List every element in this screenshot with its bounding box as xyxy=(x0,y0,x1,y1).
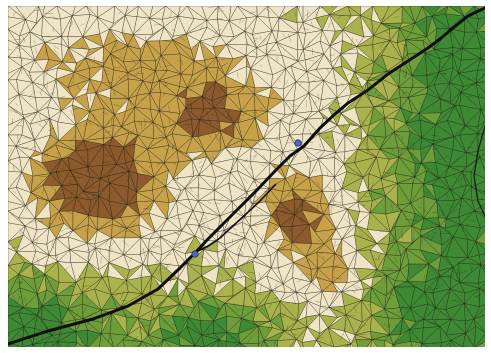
terrain-mesh xyxy=(8,6,485,347)
terrain-triangle xyxy=(477,149,485,158)
terrain-triangle xyxy=(289,339,297,347)
linear-feature-branch xyxy=(195,183,277,253)
terrain-triangle xyxy=(194,345,205,347)
terrain-triangle xyxy=(301,340,317,347)
terrain-triangle xyxy=(277,339,298,347)
terrain-triangle xyxy=(392,341,413,347)
terrain-triangle xyxy=(163,339,181,347)
terrain-triangle xyxy=(445,339,452,347)
terrain-triangle xyxy=(141,341,156,347)
terrain-triangle xyxy=(115,339,126,347)
terrain-triangle xyxy=(371,339,386,347)
terrain-triangle xyxy=(160,339,171,347)
terrain-triangle xyxy=(57,341,78,347)
terrain-triangle xyxy=(32,343,37,347)
terrain-triangle xyxy=(210,339,220,347)
terrain-canvas xyxy=(8,6,485,347)
terrain-triangle xyxy=(179,345,196,347)
terrain-triangle xyxy=(478,96,485,111)
terrain-triangle xyxy=(22,344,34,347)
terrain-triangle xyxy=(203,339,220,347)
terrain-triangle xyxy=(370,339,378,347)
terrain-triangle xyxy=(99,333,114,347)
terrain-triangle xyxy=(295,338,304,347)
terrain-triangle xyxy=(57,341,62,347)
terrain-triangle xyxy=(193,345,197,347)
terrain-triangle xyxy=(344,343,352,347)
terrain-triangle xyxy=(258,339,265,347)
terrain-triangle xyxy=(32,342,46,347)
terrain-triangle xyxy=(218,338,224,347)
terrain-triangle xyxy=(475,240,485,256)
terrain-triangle xyxy=(480,52,485,60)
terrain-triangle xyxy=(292,338,301,347)
terrain-triangle xyxy=(350,343,354,347)
terrain-triangle xyxy=(391,344,394,347)
terrain-triangle xyxy=(122,339,143,347)
terrain-triangle xyxy=(410,341,423,347)
terrain-triangle xyxy=(261,339,267,347)
terrain-triangle xyxy=(137,341,143,347)
terrain-map[interactable] xyxy=(8,6,485,347)
terrain-triangle xyxy=(263,340,270,347)
terrain-triangle xyxy=(31,343,34,347)
terrain-triangle xyxy=(480,46,485,60)
linear-feature-east xyxy=(473,125,485,217)
terrain-triangle xyxy=(474,210,485,229)
terrain-triangle xyxy=(138,341,149,347)
terrain-triangle xyxy=(234,342,243,347)
terrain-triangle xyxy=(44,341,59,347)
terrain-triangle xyxy=(316,340,322,347)
terrain-triangle xyxy=(483,265,485,270)
terrain-triangle xyxy=(450,339,456,347)
terrain-triangle xyxy=(315,339,335,347)
terrain-triangle xyxy=(384,340,394,347)
terrain-triangle xyxy=(476,31,485,49)
terrain-triangle xyxy=(366,339,373,347)
point-marker[interactable] xyxy=(191,250,199,258)
terrain-fine-mesh xyxy=(8,6,485,347)
terrain-triangle xyxy=(421,343,429,347)
point-marker[interactable] xyxy=(294,139,302,147)
terrain-triangle xyxy=(483,263,485,267)
terrain-triangle xyxy=(350,339,359,347)
terrain-triangle xyxy=(50,341,59,347)
terrain-triangle xyxy=(483,191,485,193)
terrain-triangle xyxy=(334,343,352,347)
terrain-triangle xyxy=(475,341,485,347)
terrain-triangle xyxy=(392,344,397,347)
terrain-triangle xyxy=(450,339,464,347)
linear-feature xyxy=(8,6,485,346)
terrain-triangle xyxy=(479,287,485,308)
terrain-triangle xyxy=(462,332,475,347)
terrain-triangle xyxy=(484,189,485,193)
terrain-triangle xyxy=(239,342,259,347)
terrain-triangle xyxy=(239,342,248,347)
terrain-triangle xyxy=(479,254,485,266)
